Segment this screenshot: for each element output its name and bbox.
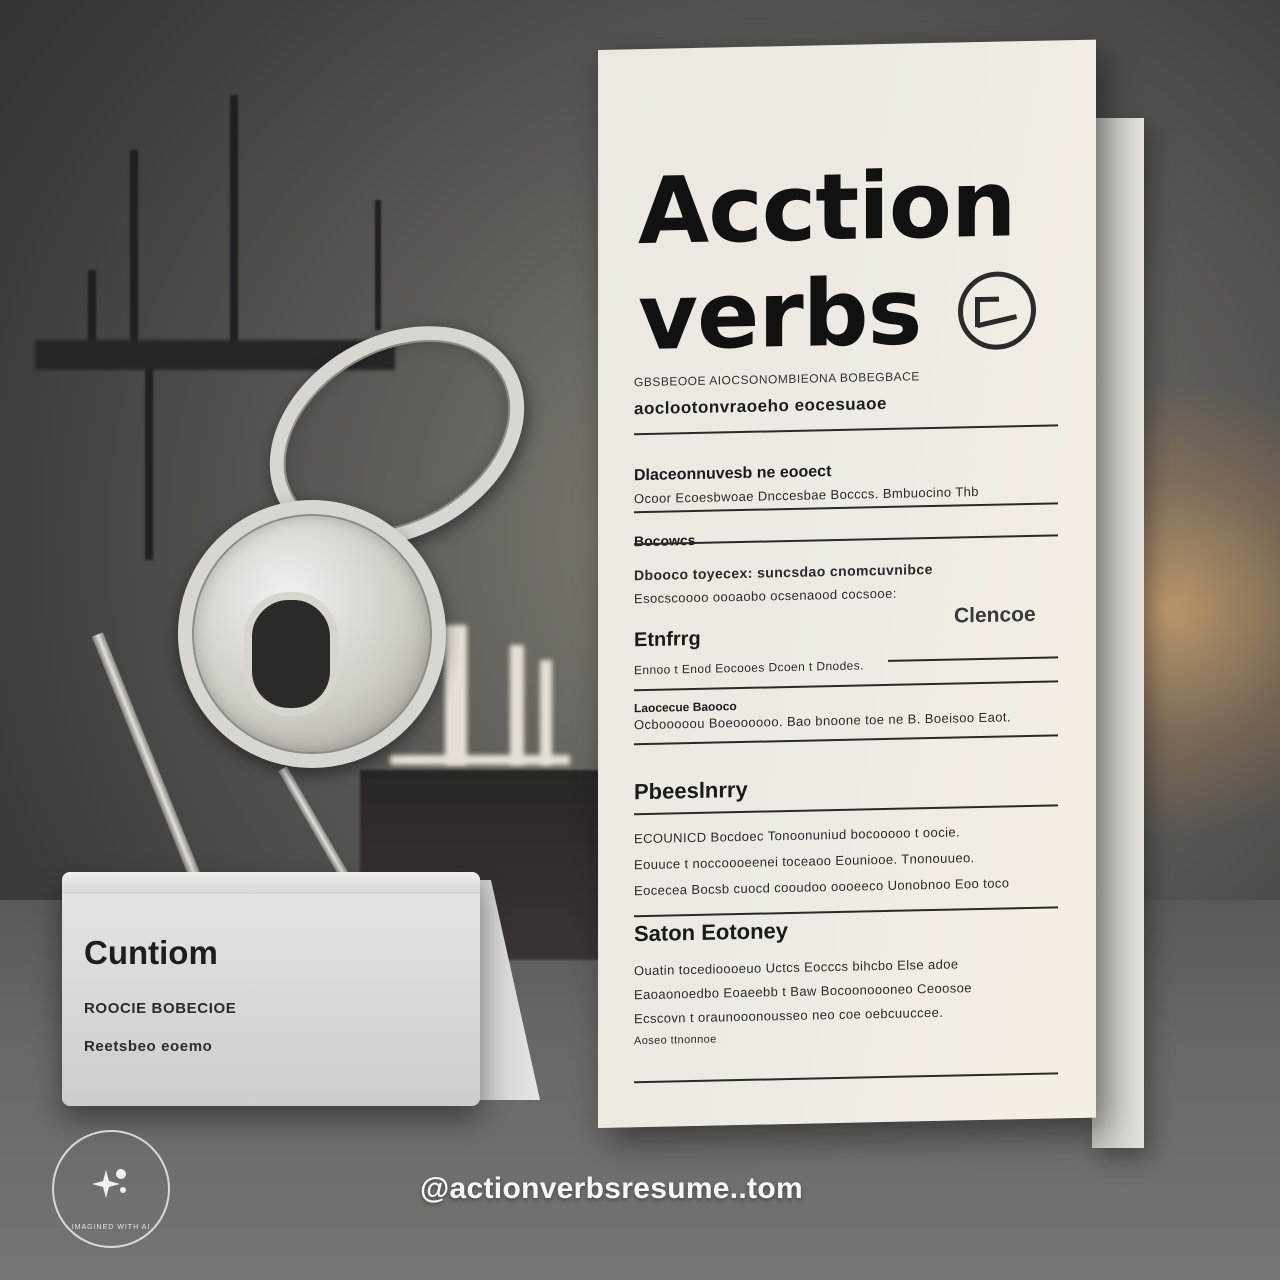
background-shelf (35, 340, 395, 370)
watermark-text: IMAGINED WITH AI (71, 1224, 151, 1231)
section-text: Aoseo ttnonnoe (634, 1033, 717, 1048)
section-text: Ouatin tocedioooeuo Uctcs Eocccs bihcbo … (634, 956, 959, 979)
divider (634, 424, 1058, 436)
trophy-base-line: ROOCIE BOBECIOE (84, 1000, 237, 1017)
trophy-base-top (62, 872, 480, 894)
section-right-label: Clencoe (954, 602, 1036, 628)
background-pole (130, 150, 138, 360)
site-handle: @actionverbsresume..tom (420, 1172, 803, 1205)
trophy-base-line: Reetsbeo eoemo (84, 1038, 213, 1055)
title-line-1: Acction (638, 150, 1016, 266)
trophy-base (62, 872, 480, 1106)
counter-object (510, 645, 524, 765)
background-pole (145, 360, 153, 560)
section-heading: Saton Eotoney (634, 918, 789, 947)
paper-title: Acction verbs (638, 150, 1016, 371)
section-heading: Bocowcs (634, 531, 696, 550)
section-text: Ocoor Ecoesbwoae Dnccesbae Bocccs. Bmbuo… (634, 484, 979, 507)
counter-object (390, 755, 570, 765)
section-text: Eouuce t noccoooeenei toceaoo Eouniooe. … (634, 850, 975, 873)
counter-object (445, 625, 467, 765)
section-heading: Laocecue Baooco (634, 699, 737, 716)
section-text: Ecscovn t oraunooonousseo neo coe oebcuu… (634, 1004, 944, 1027)
trophy-lens-opening (244, 592, 338, 716)
section-heading: Etnfrrg (634, 627, 701, 652)
section-text: Esocscoooo oooaobo ocsenaood cocsooe: (634, 585, 897, 607)
section-text: ECOUNICD Bocdoec Tonoonuniud bocooooo t … (634, 824, 961, 847)
section-text: Eocecea Bocsb cuocd cooudoo oooeeco Uono… (634, 875, 1010, 899)
divider (634, 734, 1058, 746)
divider (888, 656, 1058, 662)
section-heading: Dlaceonnuvesb ne eooect (634, 463, 832, 485)
background-pole (88, 270, 96, 360)
divider (634, 1072, 1058, 1084)
section-text: Eaoaonoedbo Eoaeebb t Baw Bocoonoooneo C… (634, 980, 972, 1003)
pen-circle-icon (958, 270, 1036, 351)
counter-object (540, 660, 552, 765)
sparkle-icon (92, 1169, 126, 1198)
section-text: Dbooco toyecex: suncsdao cnomcuvnibce (634, 560, 933, 584)
subtitle-small: GBSBEOOE AIOCSONOMBIEONA BOBEGBACE (634, 369, 920, 390)
paper-back-sheet (1092, 118, 1144, 1148)
background-pole (375, 200, 381, 330)
divider (634, 534, 1058, 546)
subtitle-bold: aoclootonvraoeho eocesuaoe (634, 393, 887, 419)
divider (634, 680, 1058, 692)
divider (634, 804, 1058, 816)
resume-paper: Acction verbs GBSBEOOE AIOCSONOMBIEONA B… (598, 39, 1096, 1129)
divider (634, 906, 1058, 918)
trophy-base-title: Cuntiom (84, 934, 218, 971)
ai-watermark-badge: IMAGINED WITH AI (52, 1130, 170, 1248)
background-pole (230, 95, 238, 365)
section-heading: Pbeeslnrry (634, 776, 748, 805)
section-text: Ennoo t Enod Eocooes Dcoen t Dnodes. (634, 658, 864, 678)
trophy-stem (278, 766, 352, 884)
